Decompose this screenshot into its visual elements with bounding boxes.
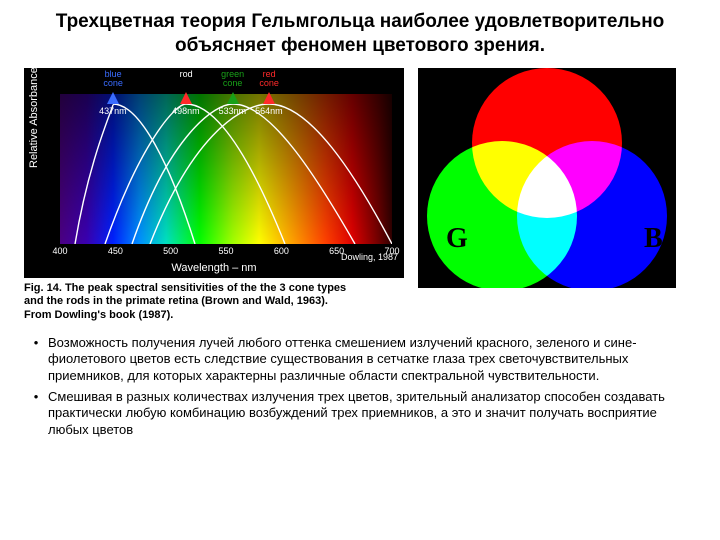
x-tick: 600 bbox=[274, 246, 289, 256]
x-tick: 550 bbox=[218, 246, 233, 256]
y-axis-label: Relative Absorbance bbox=[28, 67, 40, 168]
peak-marker-icon bbox=[227, 92, 239, 104]
bullet-text: Смешивая в разных количествах излучения … bbox=[48, 389, 696, 439]
peak-wavelength-label: 533nm bbox=[219, 106, 247, 116]
peak-marker-icon bbox=[180, 92, 192, 104]
figure-caption: Fig. 14. The peak spectral sensitivities… bbox=[24, 282, 404, 323]
curves-svg bbox=[60, 94, 392, 244]
peak-marker-icon bbox=[263, 92, 275, 104]
bullet-item: •Возможность получения лучей любого отте… bbox=[24, 335, 696, 385]
cone-label: redcone bbox=[259, 70, 279, 88]
caption-l3: From Dowling's book (1987). bbox=[24, 309, 173, 321]
peak-marker-icon bbox=[107, 92, 119, 104]
venn-label-b: B bbox=[644, 223, 663, 255]
figure-row: Relative Absorbance bluecone rod greencone… bbox=[24, 68, 696, 323]
bullet-item: •Смешивая в разных количествах излучения… bbox=[24, 389, 696, 439]
sensitivity-curve bbox=[150, 104, 392, 244]
bullet-icon: • bbox=[24, 389, 48, 439]
cone-labels-row: bluecone rod greencone redcone bbox=[60, 70, 392, 92]
x-tick: 500 bbox=[163, 246, 178, 256]
venn-circle-b bbox=[517, 141, 667, 291]
bullet-icon: • bbox=[24, 335, 48, 385]
peak-wavelength-label: 498nm bbox=[172, 106, 200, 116]
x-axis-label: Wavelength – nm bbox=[24, 262, 404, 274]
peak-wavelength-label: 437nm bbox=[99, 106, 127, 116]
cone-label: rod bbox=[180, 70, 193, 79]
venn-label-g: G bbox=[446, 223, 468, 255]
x-tick: 450 bbox=[108, 246, 123, 256]
bullet-list: •Возможность получения лучей любого отте… bbox=[24, 335, 696, 439]
bullet-text: Возможность получения лучей любого оттен… bbox=[48, 335, 696, 385]
sensitivity-curve bbox=[75, 104, 195, 244]
x-tick: 400 bbox=[52, 246, 67, 256]
sensitivity-curve bbox=[132, 104, 355, 244]
venn-label-r: R bbox=[628, 106, 648, 138]
sensitivity-curve bbox=[105, 104, 285, 244]
caption-l2: and the rods in the primate retina (Brow… bbox=[24, 295, 328, 307]
caption-l1: Fig. 14. The peak spectral sensitivities… bbox=[24, 282, 346, 294]
page-title: Трехцветная теория Гельмгольца наиболее … bbox=[24, 10, 696, 58]
rgb-venn: R G B bbox=[418, 68, 676, 288]
credit: Dowling, 1987 bbox=[341, 252, 398, 262]
cone-label: bluecone bbox=[103, 70, 123, 88]
cone-label: greencone bbox=[221, 70, 244, 88]
peak-wavelength-label: 564nm bbox=[255, 106, 283, 116]
spectrum-plot: 437nm 498nm 533nm 564nm bbox=[60, 94, 392, 244]
spectral-figure: Relative Absorbance bluecone rod greencone… bbox=[24, 68, 404, 323]
spectral-graph: Relative Absorbance bluecone rod greencone… bbox=[24, 68, 404, 278]
